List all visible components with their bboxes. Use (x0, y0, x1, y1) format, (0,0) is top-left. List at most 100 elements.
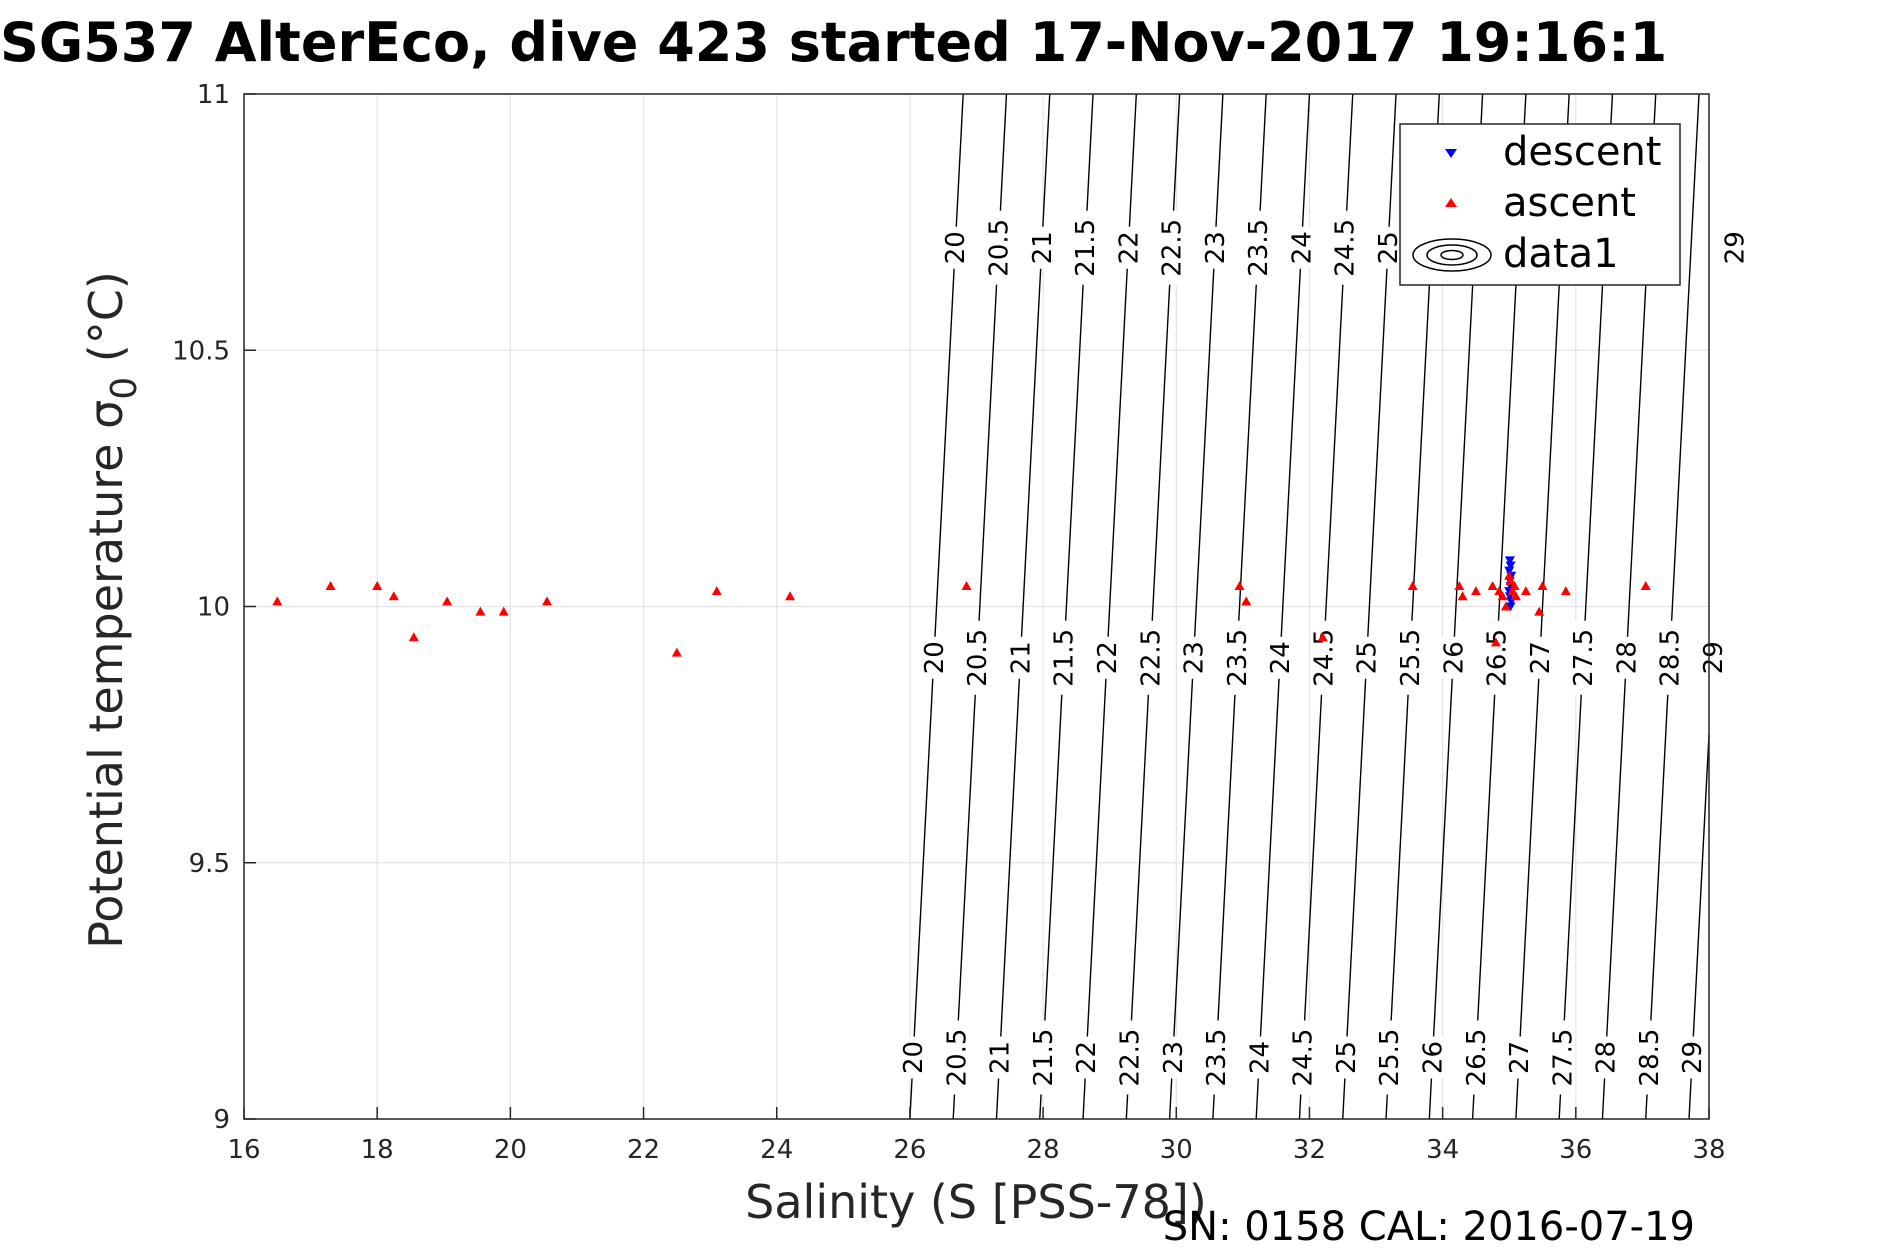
contour-label-background (1073, 1036, 1100, 1079)
contour-label-background (1007, 636, 1034, 679)
ascent-point (1510, 591, 1521, 601)
contour-label-text: 22 (1072, 1041, 1102, 1074)
contour-label-background (1656, 620, 1683, 695)
chart-title: SG537 AlterEco, dive 423 started 17-Nov-… (0, 11, 1667, 74)
contour-label-background (942, 226, 969, 269)
x-tick-label: 24 (760, 1135, 793, 1165)
x-tick-label: 38 (1692, 1135, 1725, 1165)
contour-label: 23 (1180, 636, 1210, 679)
contour-label-text: 22 (1093, 641, 1123, 674)
contour-label-text: 29 (1720, 231, 1750, 264)
contour-label-background (986, 1036, 1013, 1079)
contour-label: 21.5 (1050, 620, 1080, 695)
ascent-point (325, 581, 336, 590)
contour-label: 26 (1419, 1036, 1449, 1079)
contour-label-background (1245, 210, 1272, 285)
contour-label-text: 23 (1201, 231, 1231, 264)
x-tick-label: 16 (227, 1135, 260, 1165)
contour-label: 20 (920, 636, 950, 679)
contour-label: 27 (1505, 1036, 1535, 1079)
contour-label-background (1116, 1020, 1143, 1095)
x-tick-label: 30 (1160, 1135, 1193, 1165)
contour-label: 23.5 (1244, 210, 1274, 285)
contour-label: 24 (1245, 1036, 1275, 1079)
contour-label-text: 27 (1526, 641, 1556, 674)
contour-label-background (1462, 1020, 1489, 1095)
legend-data1-label: data1 (1503, 231, 1619, 277)
contour-label-text: 23.5 (1244, 219, 1274, 277)
contour-label-text: 29 (1678, 1041, 1708, 1074)
contour-label: 20.5 (942, 1020, 972, 1095)
contour-label-background (1288, 226, 1315, 269)
contour-label-text: 23 (1159, 1041, 1189, 1074)
ascent-point (388, 591, 399, 601)
ascent-point (442, 596, 453, 606)
contour-label-text: 28 (1592, 1041, 1622, 1074)
contour-label: 25.5 (1396, 620, 1426, 695)
ascent-point (272, 596, 283, 606)
legend: descent ascent data1 (1399, 123, 1681, 286)
contour-label-text: 29 (1699, 641, 1729, 674)
contour-label-background (1201, 226, 1228, 269)
contour-label-text: 26.5 (1462, 1029, 1492, 1087)
contour-label: 26.5 (1462, 1020, 1492, 1095)
contour-label-background (1203, 1020, 1230, 1095)
contour-label-text: 20 (899, 1041, 929, 1074)
ascent-point (1490, 637, 1501, 647)
contour-label-background (964, 620, 991, 695)
y-axis: 9 9.5 10 10.5 11 (172, 80, 256, 1135)
contour-label: 22 (1114, 226, 1144, 269)
contour-label-background (1397, 620, 1424, 695)
ascent-point (671, 647, 682, 657)
ascent-point (1234, 581, 1245, 590)
contour-label: 23 (1159, 1036, 1189, 1079)
ascent-point (475, 606, 486, 616)
ascent-point (541, 596, 552, 606)
contour-label: 24 (1266, 636, 1296, 679)
contour-label-text: 21 (1028, 231, 1058, 264)
contour-label: 29 (1699, 636, 1729, 679)
y-axis-label-main: Potential temperature σ (79, 400, 133, 949)
y-tick-label: 10.5 (172, 336, 230, 366)
contour-label: 28.5 (1635, 1020, 1665, 1095)
ascent-point (1500, 601, 1511, 611)
contour-labels: 20 20 20 20.5 20.5 20.5 21 21 21 21.5 21.5 21.5 22 22… (899, 210, 1750, 1095)
contour-label: 22.5 (1116, 1020, 1146, 1095)
contour-label-text: 21 (986, 1041, 1016, 1074)
contour-label-background (985, 210, 1012, 285)
contour-label-background (1310, 620, 1337, 695)
contour-label-text: 20.5 (963, 629, 993, 687)
ascent-point (1560, 586, 1571, 596)
contour-label-text: 20.5 (942, 1029, 972, 1087)
ascent-point (372, 581, 383, 590)
contour-label-background (1353, 636, 1380, 679)
ascent-point (1497, 591, 1508, 601)
x-axis-label: Salinity (S [PSS-78]) (745, 1175, 1207, 1229)
contour-label-text: 28 (1612, 641, 1642, 674)
contour-label-background (1332, 1036, 1359, 1079)
contour-label-background (1699, 636, 1726, 679)
ascent-point (1317, 632, 1328, 642)
contour-label: 27.5 (1569, 620, 1599, 695)
contour-label: 24.5 (1331, 210, 1361, 285)
contour-label: 28 (1592, 1036, 1622, 1079)
contour-label: 28.5 (1656, 620, 1686, 695)
contour-label-background (1592, 1036, 1619, 1079)
contour-label-background (1721, 226, 1748, 269)
ascent-point (1505, 575, 1516, 585)
contour-label-background (1246, 1036, 1273, 1079)
contour-label-background (1506, 1036, 1533, 1079)
descent-point (1505, 602, 1516, 612)
ascent-point (1504, 570, 1515, 580)
ascent-point (1487, 581, 1498, 590)
contour-label-background (1549, 1020, 1576, 1095)
legend-data1-contour-icon (1412, 238, 1492, 272)
ascent-point (408, 632, 419, 642)
contour-label-text: 24 (1245, 1041, 1275, 1074)
contour-label-text: 23 (1180, 641, 1210, 674)
ascent-point (1537, 581, 1548, 590)
ascent-point (711, 586, 722, 596)
ascent-point (1457, 591, 1468, 601)
contour-label: 24.5 (1309, 620, 1339, 695)
contour-label-background (1180, 636, 1207, 679)
